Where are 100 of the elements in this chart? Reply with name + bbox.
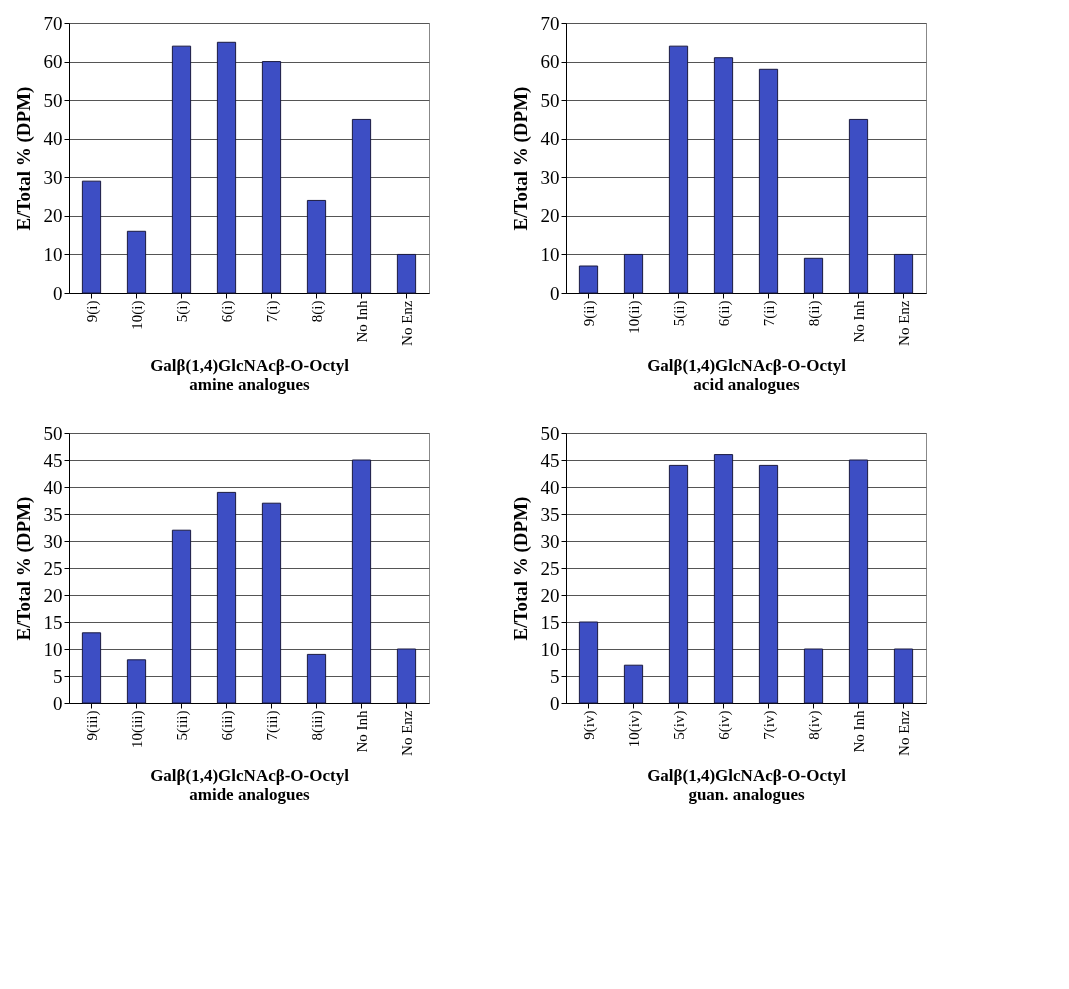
y-tick-label: 50 <box>540 89 560 111</box>
x-tick-label: No Enz <box>398 300 415 346</box>
x-tick-label: 8(i) <box>308 300 326 323</box>
x-tick-label: 10(i) <box>128 300 146 330</box>
x-tick-label: 6(iii) <box>218 710 236 741</box>
x-tick-label: 8(ii) <box>805 300 823 327</box>
y-tick-label: 35 <box>540 503 560 525</box>
y-tick-label: 5 <box>53 665 63 687</box>
bar <box>261 502 282 704</box>
y-tick-label: 40 <box>540 128 560 150</box>
y-tick-label: 0 <box>53 282 63 304</box>
y-tick-label: 35 <box>43 503 63 525</box>
x-tick-label: No Enz <box>895 710 912 756</box>
x-tick-label: 5(ii) <box>670 300 688 327</box>
y-axis-title: E/Total % (DPM) <box>509 496 532 641</box>
x-tick-label: 6(ii) <box>715 300 733 327</box>
y-tick-label: 50 <box>43 422 63 444</box>
y-tick-label: 40 <box>43 128 63 150</box>
x-axis-title: Galβ(1,4)GlcNAcβ-O-Octyl guan. analogues <box>647 765 847 804</box>
x-axis-title: Galβ(1,4)GlcNAcβ-O-Octyl acid analogues <box>647 355 847 394</box>
bar <box>396 648 417 704</box>
y-tick-label: 10 <box>43 638 63 660</box>
bar <box>306 199 327 294</box>
bar <box>81 632 102 704</box>
x-tick-label: 5(i) <box>173 300 191 323</box>
bar <box>126 659 147 704</box>
bar <box>81 180 102 294</box>
x-tick-label: 9(iii) <box>83 710 101 741</box>
x-tick-label: 7(iii) <box>263 710 281 741</box>
y-axis-title: E/Total % (DPM) <box>12 496 35 641</box>
y-tick-label: 50 <box>540 422 560 444</box>
bar <box>578 265 599 294</box>
x-tick-label: 10(iii) <box>128 710 146 748</box>
y-tick-label: 15 <box>540 611 560 633</box>
bar <box>306 653 327 704</box>
y-tick-label: 25 <box>540 557 560 579</box>
y-tick-label: 0 <box>53 692 63 714</box>
x-tick-label: No Inh <box>850 710 867 753</box>
x-tick-label: 8(iv) <box>805 710 823 740</box>
bar <box>668 45 689 294</box>
y-tick-label: 20 <box>43 584 63 606</box>
y-tick-label: 20 <box>540 584 560 606</box>
x-tick-label: 9(iv) <box>580 710 598 740</box>
y-tick-label: 15 <box>43 611 63 633</box>
x-tick-label: No Inh <box>353 710 370 753</box>
y-tick-label: 0 <box>550 692 560 714</box>
x-tick-label: 8(iii) <box>308 710 326 741</box>
y-tick-label: 20 <box>540 205 560 227</box>
y-tick-label: 45 <box>540 449 560 471</box>
y-tick-label: 10 <box>540 243 560 265</box>
x-tick-label: 5(iii) <box>173 710 191 741</box>
bar <box>396 253 417 294</box>
x-tick-label: No Enz <box>895 300 912 346</box>
y-tick-label: 40 <box>43 476 63 498</box>
bar <box>171 45 192 294</box>
y-axis-title: E/Total % (DPM) <box>509 86 532 231</box>
x-tick-label: 5(iv) <box>670 710 688 740</box>
bar <box>713 454 734 704</box>
x-axis-title: Galβ(1,4)GlcNAcβ-O-Octyl amine analogues <box>150 355 350 394</box>
x-tick-label: 6(iv) <box>715 710 733 740</box>
bar <box>351 118 372 294</box>
bar <box>216 41 237 294</box>
y-tick-label: 30 <box>43 166 63 188</box>
bar <box>216 491 237 704</box>
bar <box>803 648 824 704</box>
x-axis-title: Galβ(1,4)GlcNAcβ-O-Octyl amide analogues <box>150 765 350 804</box>
bar <box>848 459 869 704</box>
bar <box>803 257 824 294</box>
bar <box>668 464 689 704</box>
x-tick-label: 9(ii) <box>580 300 598 327</box>
y-tick-label: 40 <box>540 476 560 498</box>
x-tick-label: No Enz <box>398 710 415 756</box>
y-axis-title: E/Total % (DPM) <box>12 86 35 231</box>
x-tick-label: 6(i) <box>218 300 236 323</box>
bar <box>261 61 282 294</box>
y-tick-label: 10 <box>540 638 560 660</box>
y-tick-label: 30 <box>43 530 63 552</box>
bar <box>351 459 372 704</box>
bar <box>893 648 914 704</box>
x-tick-label: No Inh <box>850 300 867 343</box>
y-tick-label: 30 <box>540 530 560 552</box>
x-tick-label: 10(ii) <box>625 300 643 334</box>
x-tick-label: 7(ii) <box>760 300 778 327</box>
y-tick-label: 20 <box>43 205 63 227</box>
y-tick-label: 70 <box>540 12 560 34</box>
y-tick-label: 5 <box>550 665 560 687</box>
bar <box>171 529 192 704</box>
y-tick-label: 60 <box>43 51 63 73</box>
y-tick-label: 25 <box>43 557 63 579</box>
x-tick-label: 7(iv) <box>760 710 778 740</box>
y-tick-label: 50 <box>43 89 63 111</box>
bar <box>758 464 779 704</box>
bar <box>578 621 599 704</box>
bar <box>893 253 914 294</box>
x-tick-label: 7(i) <box>263 300 281 323</box>
bar <box>758 68 779 294</box>
x-tick-label: 10(iv) <box>625 710 643 748</box>
y-tick-label: 30 <box>540 166 560 188</box>
bar <box>713 57 734 294</box>
y-tick-label: 0 <box>550 282 560 304</box>
